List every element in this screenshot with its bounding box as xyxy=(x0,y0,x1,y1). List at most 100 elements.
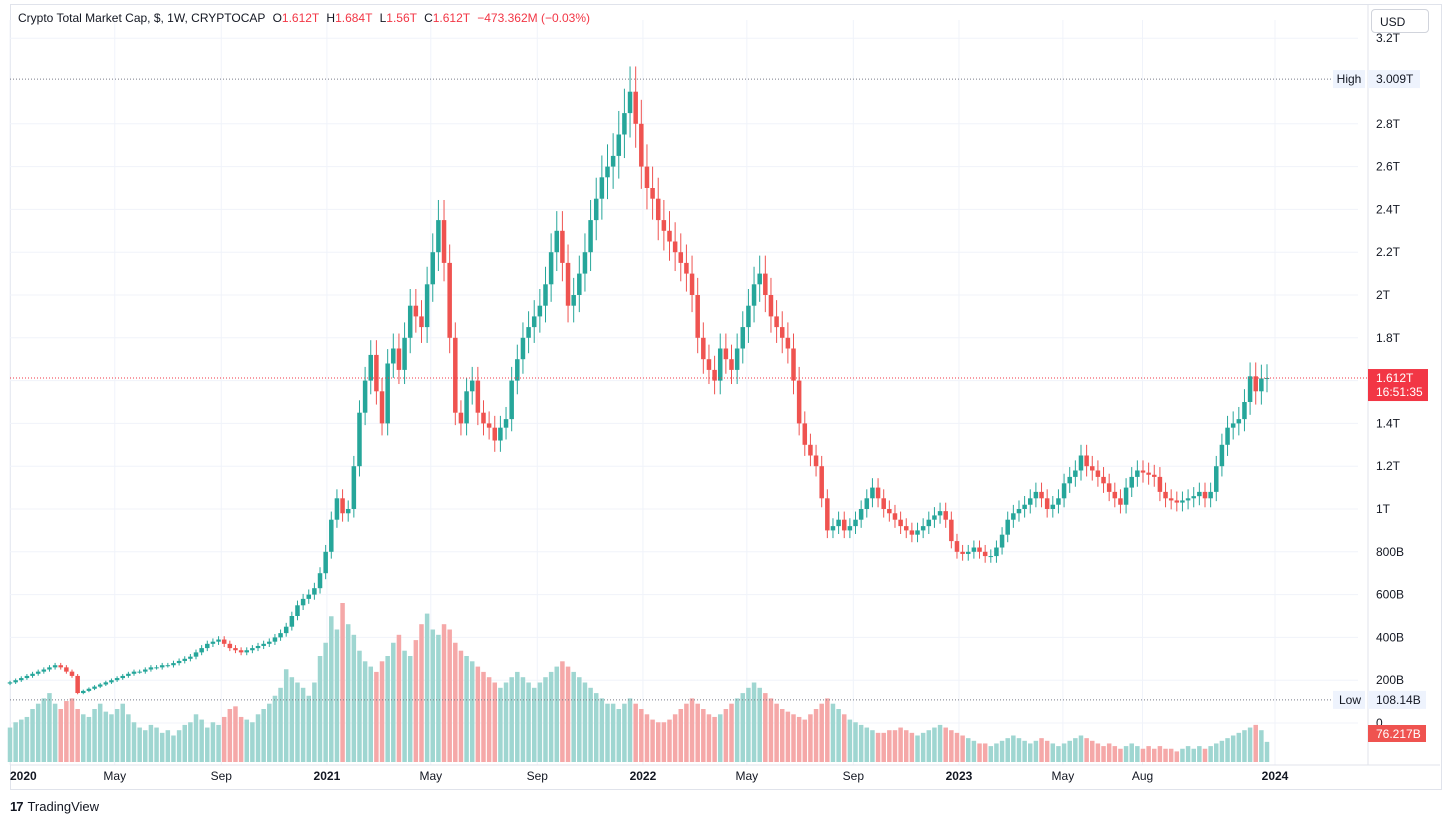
candle-body xyxy=(407,305,413,338)
candle-body xyxy=(808,444,813,456)
volume-bar xyxy=(1202,748,1208,762)
tradingview-footer[interactable]: 17 TradingView xyxy=(10,799,99,814)
volume-bar xyxy=(47,693,52,762)
volume-bar xyxy=(35,703,41,762)
legend-close-value: 1.612T xyxy=(432,11,470,25)
candle-body xyxy=(830,526,836,531)
volume-bar xyxy=(582,682,588,762)
legend-high-label: H xyxy=(326,11,336,25)
volume-bar xyxy=(199,719,204,762)
candle-body xyxy=(582,252,588,274)
candle-body xyxy=(1214,466,1219,492)
volume-bar xyxy=(655,722,661,762)
candle-body xyxy=(774,316,779,328)
volume-bar xyxy=(205,727,210,762)
time-axis-label: May xyxy=(419,769,442,783)
legend-change-value: −473.362M (−0.03%) xyxy=(477,11,590,25)
candle-body xyxy=(182,658,187,661)
candle-body xyxy=(244,650,249,653)
price-axis-label: 2.4T xyxy=(1376,202,1401,216)
candle-body xyxy=(165,665,171,667)
candle-body xyxy=(1191,496,1196,499)
volume-bar xyxy=(650,719,655,762)
price-axis-label: 0 xyxy=(1376,716,1383,730)
candle-body xyxy=(86,688,92,691)
time-axis-label: May xyxy=(103,769,126,783)
legend-close-label: C xyxy=(424,11,433,25)
volume-bar xyxy=(1259,730,1264,762)
candle-body xyxy=(413,305,419,317)
volume-bar xyxy=(1146,746,1151,762)
volume-bar xyxy=(751,682,757,762)
candle-body xyxy=(486,423,492,428)
candle-body xyxy=(1112,491,1118,499)
volume-bar xyxy=(64,701,69,762)
candle-body xyxy=(836,519,841,527)
candle-body xyxy=(24,675,30,679)
currency-selector-button[interactable]: USD xyxy=(1371,9,1429,33)
volume-bar xyxy=(1090,740,1095,762)
candle-body xyxy=(701,337,706,360)
volume-bar xyxy=(920,732,926,762)
volume-bar xyxy=(75,709,80,762)
volume-bar xyxy=(1056,746,1061,762)
volume-bar xyxy=(903,730,909,762)
volume-bar xyxy=(999,740,1005,762)
price-axis-label: 600B xyxy=(1376,588,1404,602)
volume-bar xyxy=(503,682,509,762)
candle-body xyxy=(661,220,667,231)
volume-bar xyxy=(345,624,351,762)
candle-body xyxy=(30,673,35,676)
candle-body xyxy=(988,556,994,558)
candle-body xyxy=(131,671,137,674)
volume-bar xyxy=(441,624,447,762)
candle-body xyxy=(317,573,323,589)
volume-bar xyxy=(424,613,430,762)
volume-bar xyxy=(458,650,464,762)
candle-body xyxy=(920,526,926,531)
volume-bar xyxy=(639,709,644,762)
candle-body xyxy=(729,359,734,370)
candle-body xyxy=(396,348,402,370)
volume-bar xyxy=(283,669,289,762)
candle-body xyxy=(464,391,469,424)
volume-bar xyxy=(785,711,791,762)
candle-body xyxy=(81,690,86,694)
time-axis-label: 2023 xyxy=(946,769,973,783)
last-volume-value: 76.217B xyxy=(1376,727,1421,741)
volume-bar xyxy=(1225,738,1230,762)
candle-body xyxy=(712,369,717,381)
candle-body xyxy=(52,665,58,668)
volume-bar xyxy=(892,730,898,762)
volume-bar xyxy=(915,735,920,762)
candle-body xyxy=(763,273,768,295)
volume-bar xyxy=(475,666,481,762)
volume-bar xyxy=(960,735,965,762)
volume-bar xyxy=(965,738,971,762)
candle-body xyxy=(1016,509,1022,514)
candle-body xyxy=(103,682,109,685)
last-price-value: 1.612T xyxy=(1376,371,1414,385)
volume-bar xyxy=(1118,748,1123,762)
candle-body xyxy=(779,327,785,338)
low-value-label: 108.14B xyxy=(1376,693,1421,707)
candle-body xyxy=(881,498,886,509)
candle-body xyxy=(509,380,514,420)
volume-bar xyxy=(41,698,47,762)
volume-bar xyxy=(543,677,548,762)
volume-bar xyxy=(182,724,187,762)
volume-bar xyxy=(982,743,988,762)
candle-body xyxy=(887,509,892,514)
volume-bar xyxy=(836,709,841,762)
candle-body xyxy=(892,513,898,520)
volume-bar xyxy=(560,661,565,762)
candle-body xyxy=(593,198,599,221)
volume-bar xyxy=(126,714,131,762)
volume-bar xyxy=(853,722,858,762)
candle-body xyxy=(768,295,774,317)
candle-body xyxy=(825,498,830,531)
candle-body xyxy=(430,252,436,285)
candle-body xyxy=(723,348,729,360)
candle-body xyxy=(1067,476,1072,484)
